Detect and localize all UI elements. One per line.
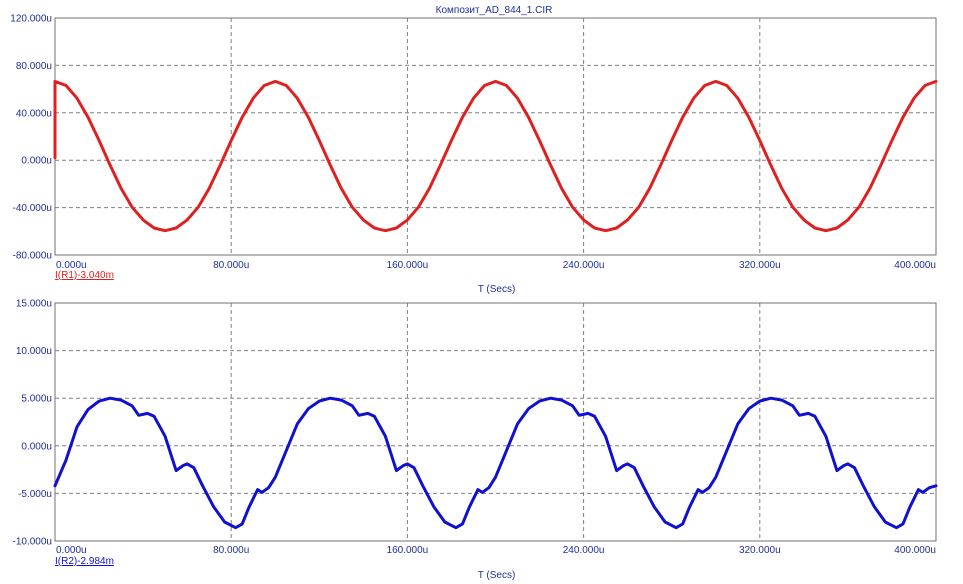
y-tick-label: -10.000u <box>13 537 52 548</box>
x-tick-label: 0.000u <box>56 545 87 556</box>
y-tick-label: -5.000u <box>18 489 52 500</box>
y-tick-label: 5.000u <box>21 394 52 405</box>
x-tick-label: 400.000u <box>894 260 936 271</box>
x-tick-label: 240.000u <box>563 545 605 556</box>
x-axis-label: T (Secs) <box>478 284 516 295</box>
x-tick-label: 160.000u <box>387 260 429 271</box>
x-tick-label: 400.000u <box>894 545 936 556</box>
y-tick-label: 80.000u <box>16 61 52 72</box>
y-tick-label: 0.000u <box>21 441 52 452</box>
series-line <box>53 79 938 233</box>
x-tick-label: 160.000u <box>387 545 429 556</box>
x-tick-label: 320.000u <box>739 545 781 556</box>
lower-plot-r2-current: -10.000u -5.000u 0.000u 5.000u 10.000u 15.000… <box>13 299 938 581</box>
series-line <box>53 396 938 530</box>
x-axis-label: T (Secs) <box>478 570 516 581</box>
y-tick-label: 0.000u <box>21 156 52 167</box>
y-tick-label: -80.000u <box>13 251 52 262</box>
x-tick-label: 240.000u <box>563 260 605 271</box>
x-tick-label: 80.000u <box>213 260 249 271</box>
series-expression-label[interactable]: I(R2)-2.984m <box>55 556 114 567</box>
y-tick-label: 120.000u <box>10 14 52 25</box>
series-expression-label[interactable]: I(R1)-3.040m <box>55 270 114 281</box>
upper-plot-r1-current: -80.000u -40.000u 0.000u 40.000u 80.000u 120.… <box>10 14 938 295</box>
y-tick-label: 10.000u <box>16 346 52 357</box>
y-tick-label: 15.000u <box>16 299 52 310</box>
plot-frame <box>54 302 937 542</box>
x-tick-label: 80.000u <box>213 545 249 556</box>
y-tick-label: -40.000u <box>13 203 52 214</box>
x-tick-label: 0.000u <box>56 260 87 271</box>
y-tick-label: 40.000u <box>16 108 52 119</box>
window-title: Композит_AD_844_1.CIR <box>436 5 553 16</box>
x-tick-label: 320.000u <box>739 260 781 271</box>
